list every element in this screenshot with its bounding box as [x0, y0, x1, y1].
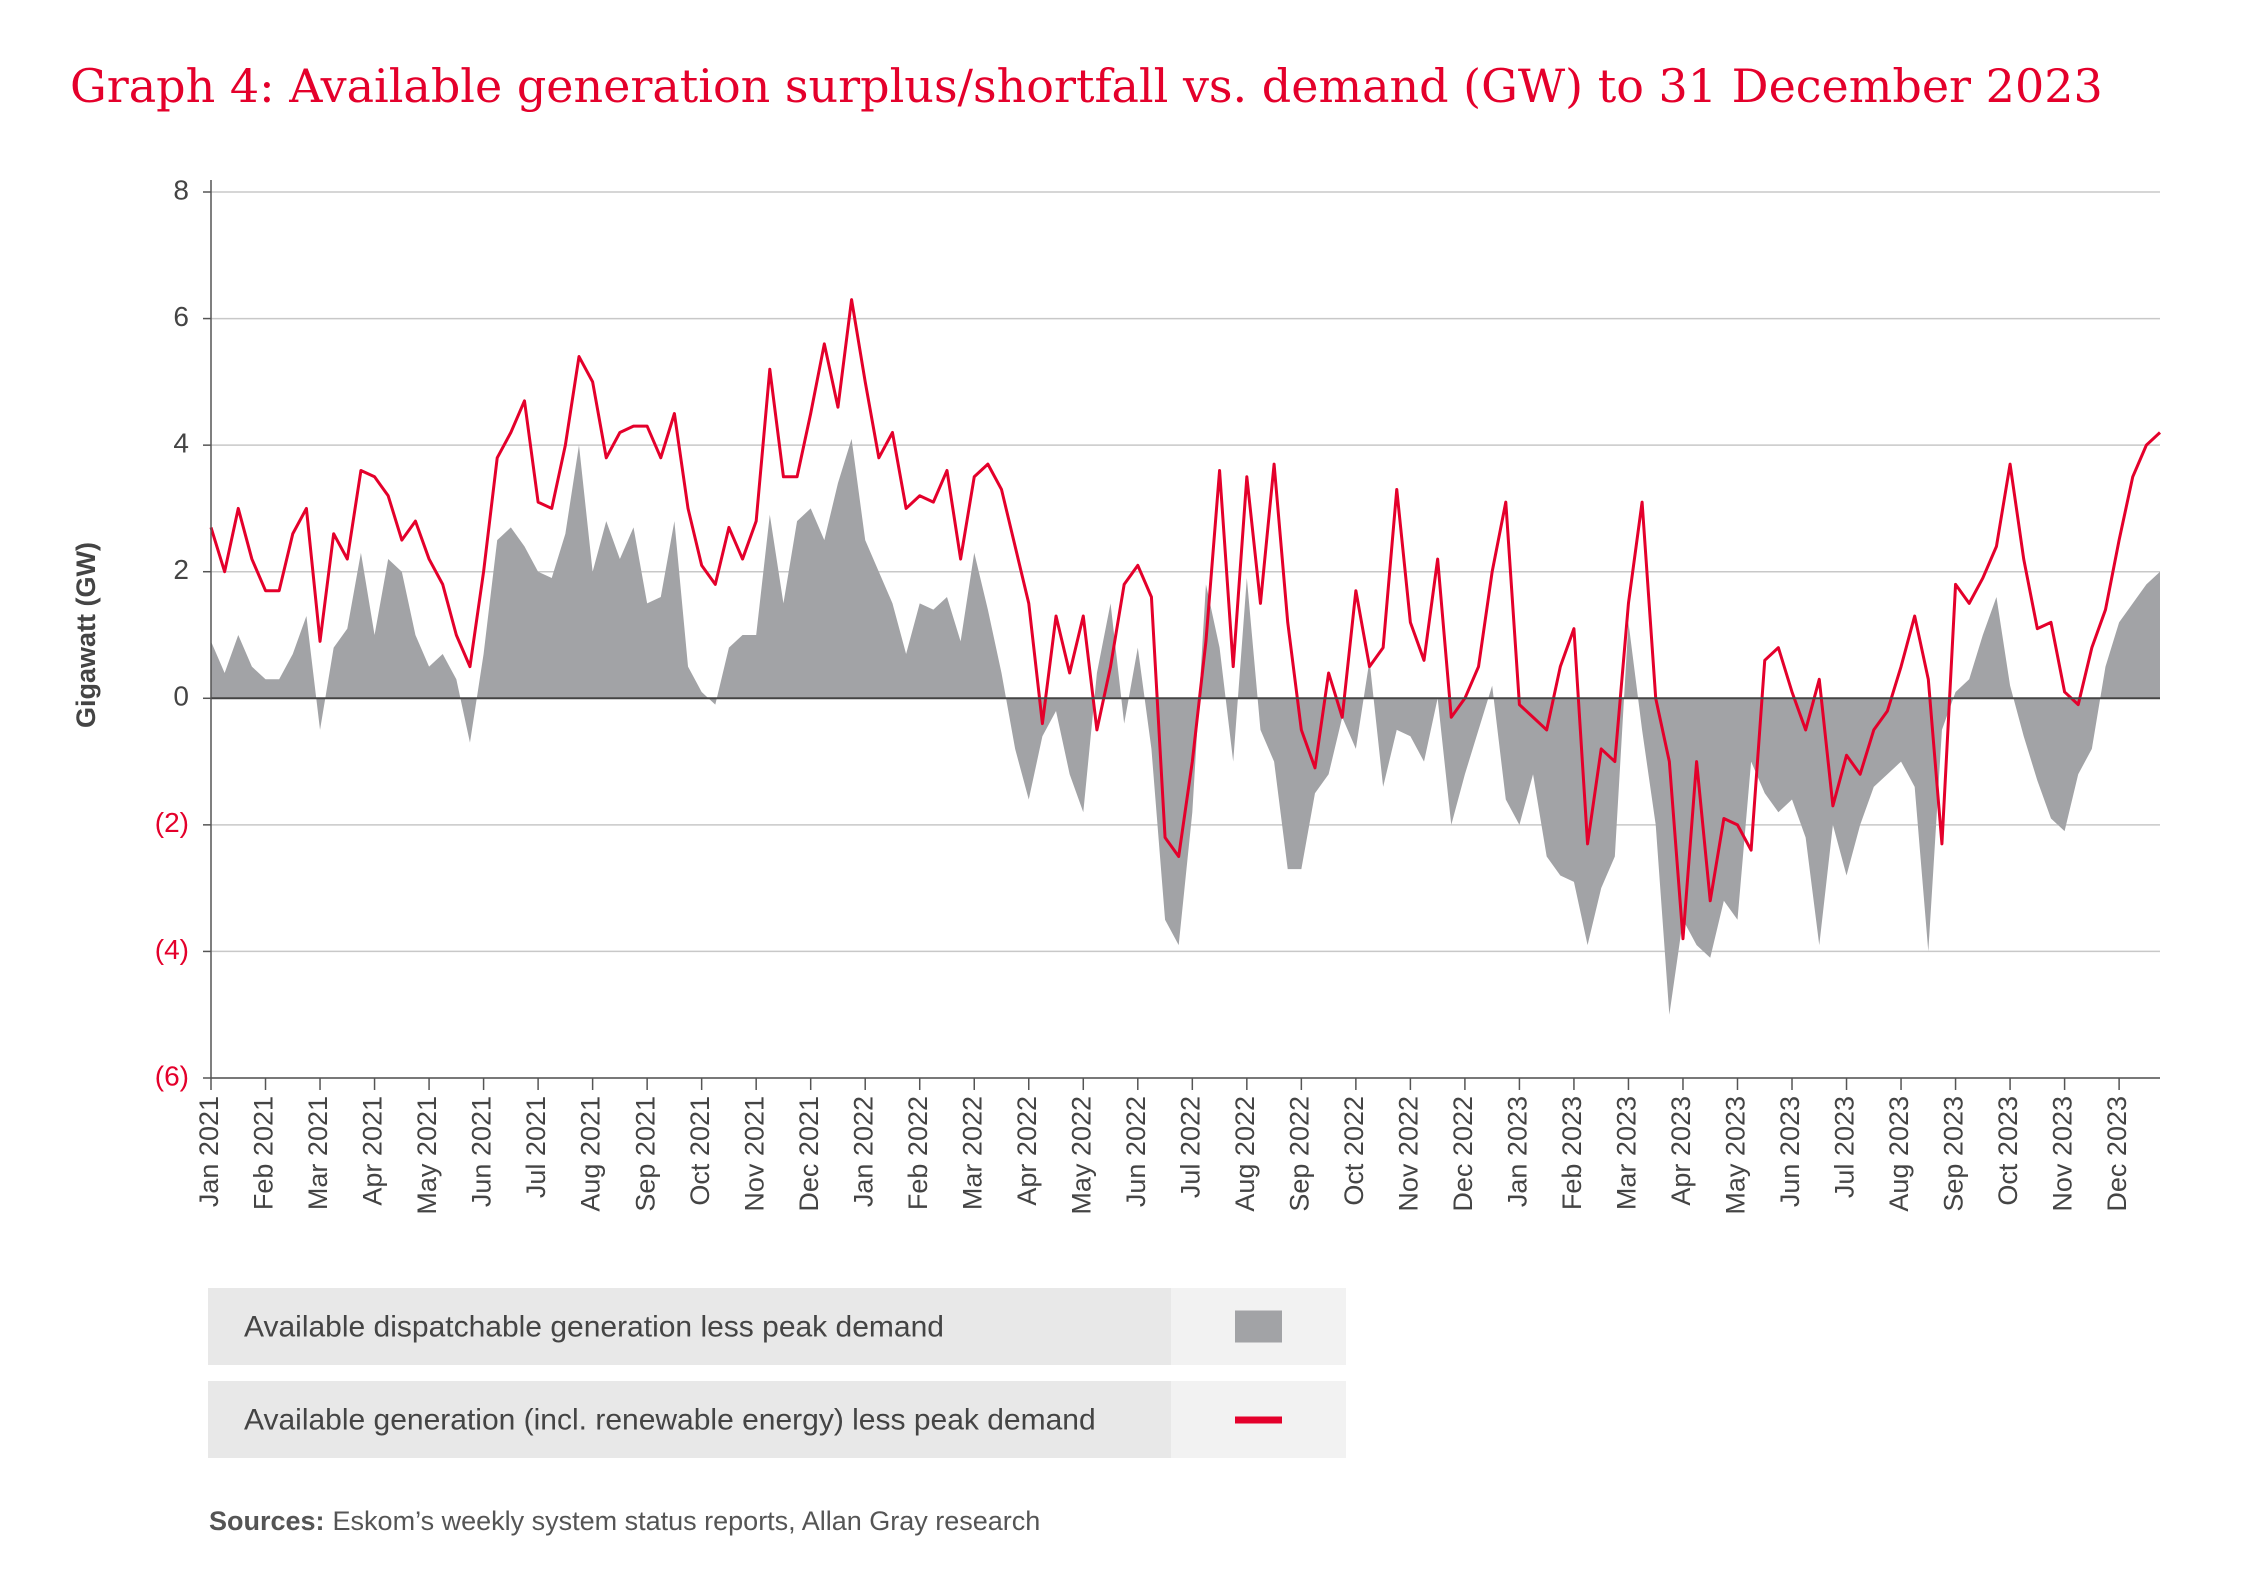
x-tick-label: Nov 2022 — [1394, 1096, 1424, 1212]
x-tick-label: Jan 2023 — [1503, 1096, 1533, 1207]
x-tick-label: Oct 2021 — [685, 1096, 715, 1206]
source: Sources: Eskom’s weekly system status rep… — [209, 1506, 1040, 1536]
x-tick-label: Nov 2023 — [2048, 1096, 2078, 1212]
x-tick-label: Jun 2021 — [467, 1096, 497, 1207]
legend-swatch — [1235, 1310, 1282, 1343]
x-tick-label: Feb 2022 — [903, 1096, 933, 1210]
x-tick-label: Jun 2022 — [1121, 1096, 1151, 1207]
x-tick-label: Jan 2021 — [194, 1096, 224, 1207]
x-tick-label: Jul 2021 — [521, 1096, 551, 1198]
x-tick-label: Feb 2021 — [249, 1096, 279, 1210]
x-tick-label: Dec 2022 — [1448, 1096, 1478, 1212]
legend-label-box — [208, 1381, 1171, 1458]
x-tick-label: Sep 2022 — [1284, 1096, 1314, 1212]
x-tick-label: Oct 2022 — [1339, 1096, 1369, 1206]
y-tick-label: 4 — [173, 428, 189, 459]
x-tick-label: Oct 2023 — [1993, 1096, 2023, 1206]
line — [209, 298, 2162, 941]
x-tick-label: Dec 2021 — [794, 1096, 824, 1212]
x-tick-label: Aug 2023 — [1884, 1096, 1914, 1212]
y-tick-label: (2) — [155, 807, 189, 838]
x-tick-label: May 2021 — [412, 1096, 442, 1215]
x-tick-label: Dec 2023 — [2102, 1096, 2132, 1212]
y-axis-label: Gigawatt (GW) — [71, 542, 101, 728]
legend-label-box — [208, 1288, 1171, 1365]
x-tick-label: Jun 2023 — [1775, 1096, 1805, 1207]
x-tick-label: Sep 2023 — [1939, 1096, 1969, 1212]
y-tick-label: 8 — [173, 174, 189, 205]
x-tick-label: Nov 2021 — [739, 1096, 769, 1212]
x-tick-label: Aug 2022 — [1230, 1096, 1260, 1212]
x-tick-label: Jul 2023 — [1830, 1096, 1860, 1198]
chart-title: Graph 4: Available generation surplus/sh… — [70, 59, 2103, 113]
y-tick-label: (6) — [155, 1060, 189, 1091]
x-tick-label: Apr 2023 — [1666, 1096, 1696, 1206]
x-tick-label: Apr 2022 — [1012, 1096, 1042, 1206]
y-tick-label: (4) — [155, 934, 189, 965]
x-tick-label: Jan 2022 — [848, 1096, 878, 1207]
x-tick-label: Mar 2023 — [1612, 1096, 1642, 1210]
x-tick-label: Jul 2022 — [1175, 1096, 1205, 1198]
x-tick-label: Sep 2021 — [630, 1096, 660, 1212]
x-tick-label: Feb 2023 — [1557, 1096, 1587, 1210]
legend-label: Available dispatchable generation less p… — [244, 1310, 944, 1343]
legend-swatch — [1235, 1416, 1282, 1424]
source-text: Eskom’s weekly system status reports, Al… — [333, 1506, 1041, 1536]
y-tick-label: 0 — [173, 681, 189, 712]
x-tick-label: May 2022 — [1066, 1096, 1096, 1215]
area — [211, 438, 2160, 1015]
x-tick-label: Mar 2021 — [303, 1096, 333, 1210]
x-tick-label: Aug 2021 — [576, 1096, 606, 1212]
y-tick-label: 6 — [173, 301, 189, 332]
x-tick-label: May 2023 — [1721, 1096, 1751, 1215]
y-tick-label: 2 — [173, 554, 189, 585]
x-tick-label: Apr 2021 — [358, 1096, 388, 1206]
source-label: Sources: — [209, 1506, 325, 1536]
legend-label: Available generation (incl. renewable en… — [244, 1403, 1096, 1436]
x-tick-label: Mar 2022 — [957, 1096, 987, 1210]
